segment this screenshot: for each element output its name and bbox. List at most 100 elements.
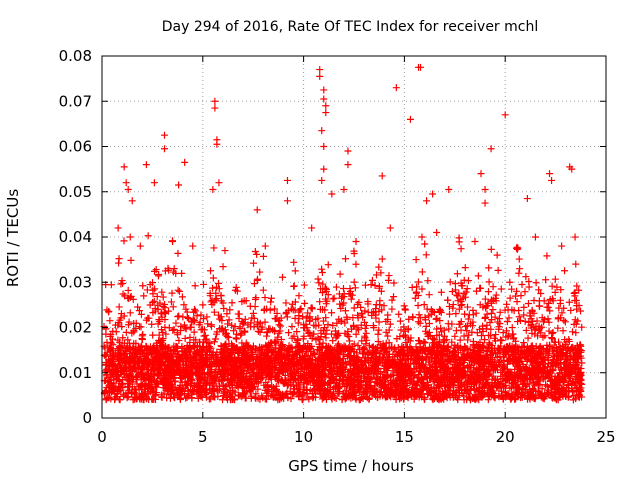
data-point: [409, 313, 417, 321]
data-point: [181, 324, 189, 332]
data-point: [329, 322, 337, 330]
data-point: [396, 333, 404, 341]
data-point: [448, 288, 456, 296]
data-point: [342, 255, 350, 263]
data-point: [404, 354, 412, 362]
data-point: [566, 347, 574, 355]
data-point: [263, 395, 271, 403]
data-point: [429, 396, 437, 404]
data-point: [436, 305, 444, 313]
data-point: [333, 331, 341, 339]
data-point: [495, 325, 503, 333]
data-point: [461, 264, 469, 272]
data-point: [322, 334, 330, 342]
data-point: [211, 393, 219, 401]
data-point: [155, 270, 163, 278]
data-point: [513, 287, 521, 295]
data-point: [194, 394, 202, 402]
data-point: [174, 249, 182, 257]
data-point: [397, 326, 405, 334]
data-point: [461, 310, 469, 318]
data-point: [314, 275, 322, 283]
data-point: [551, 288, 559, 296]
data-point: [517, 366, 525, 374]
data-point: [266, 306, 274, 314]
data-point: [407, 369, 415, 377]
data-point: [365, 395, 373, 403]
data-point: [229, 342, 237, 350]
data-point: [375, 326, 383, 334]
data-point: [450, 379, 458, 387]
data-point: [190, 328, 198, 336]
data-point: [388, 305, 396, 313]
data-point: [298, 395, 306, 403]
data-point: [485, 370, 493, 378]
data-point: [287, 395, 295, 403]
data-point: [260, 381, 268, 389]
data-point: [390, 279, 398, 287]
data-point: [461, 293, 469, 301]
data-point: [288, 322, 296, 330]
data-point: [200, 315, 208, 323]
data-point: [566, 375, 574, 383]
data-point: [454, 396, 462, 404]
data-point: [575, 286, 583, 294]
data-point: [200, 280, 208, 288]
data-point: [137, 310, 145, 318]
data-point: [144, 232, 152, 240]
data-point: [124, 336, 132, 344]
data-point: [456, 336, 464, 344]
data-point: [126, 349, 134, 357]
data-point: [542, 276, 550, 284]
data-point: [284, 376, 292, 384]
data-point: [277, 335, 285, 343]
data-point: [148, 367, 156, 375]
data-point: [490, 390, 498, 398]
data-point: [535, 286, 543, 294]
data-point: [330, 388, 338, 396]
data-point: [528, 329, 536, 337]
data-point: [294, 335, 302, 343]
data-point: [522, 326, 530, 334]
data-point: [174, 313, 182, 321]
data-point: [354, 300, 362, 308]
data-point: [261, 318, 269, 326]
data-point: [532, 279, 540, 287]
data-point: [191, 282, 199, 290]
data-point: [257, 354, 265, 362]
data-point: [191, 305, 199, 313]
data-point: [102, 358, 110, 366]
data-point: [275, 389, 283, 397]
data-point: [543, 303, 551, 311]
data-point: [303, 324, 311, 332]
data-point: [415, 311, 423, 319]
data-point: [432, 315, 440, 323]
data-point: [460, 332, 468, 340]
data-point: [283, 313, 291, 321]
data-point: [452, 327, 460, 335]
data-point: [217, 342, 225, 350]
data-point: [464, 336, 472, 344]
data-point: [339, 371, 347, 379]
data-point: [544, 315, 552, 323]
data-point: [324, 321, 332, 329]
data-point: [481, 336, 489, 344]
data-point: [524, 299, 532, 307]
data-point: [524, 334, 532, 342]
data-point: [401, 376, 409, 384]
data-point: [240, 297, 248, 305]
data-point: [375, 282, 383, 290]
data-point: [153, 292, 161, 300]
data-point: [299, 313, 307, 321]
data-point: [283, 353, 291, 361]
data-point: [372, 314, 380, 322]
data-point: [412, 289, 420, 297]
data-point: [333, 319, 341, 327]
data-point: [513, 298, 521, 306]
data-point: [352, 260, 360, 268]
data-point: [144, 356, 152, 364]
data-point: [281, 371, 289, 379]
data-point: [344, 351, 352, 359]
data-point: [175, 312, 183, 320]
